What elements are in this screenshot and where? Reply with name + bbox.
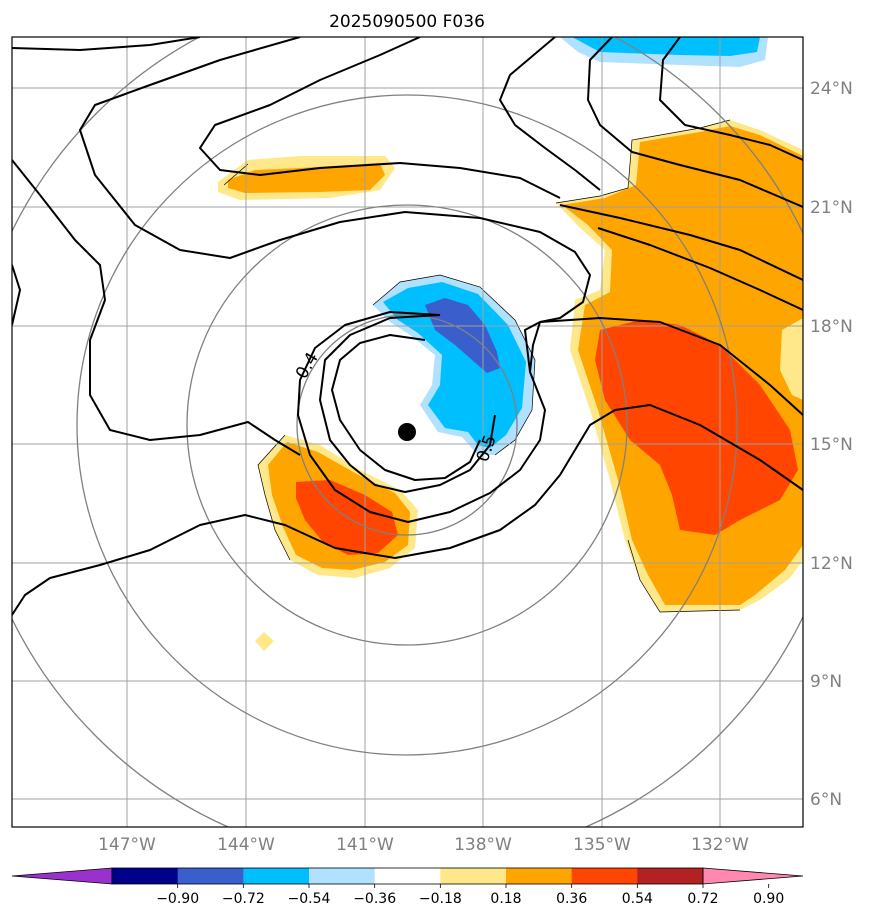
positive-anomaly-east-fringe (780, 318, 803, 400)
anomaly-outlines (223, 119, 741, 613)
lat-label: 18°N (810, 317, 853, 337)
colorbar-bin (637, 868, 704, 884)
lat-label: 6°N (810, 790, 842, 810)
colorbar-bin (309, 868, 376, 884)
latitude-labels: 24°N 21°N 18°N 15°N 12°N 9°N 6°N (810, 79, 853, 810)
colorbar-bin (243, 868, 310, 884)
colorbar-tick-label: −0.18 (419, 891, 462, 907)
colorbar-tick-label: 0.18 (490, 891, 521, 907)
lon-label: 138°W (454, 835, 512, 855)
lon-label: 132°W (691, 835, 749, 855)
contour-storm-mid (319, 314, 496, 493)
contour-west-c (12, 264, 21, 326)
negative-anomaly-top-mid (572, 37, 760, 56)
positive-anomaly-dot (255, 632, 274, 651)
colorbar-bin (571, 868, 638, 884)
contour-west-b (12, 159, 301, 456)
contour-storm-outer (297, 311, 546, 523)
lat-label: 9°N (810, 672, 842, 692)
lon-label: 135°W (573, 835, 631, 855)
colorbar-tick-label: 0.72 (687, 891, 718, 907)
colorbar-frame (111, 867, 704, 885)
colorbar-extend-high (702, 867, 804, 885)
colorbar-tick-label: −0.36 (353, 891, 396, 907)
storm-center-marker (398, 423, 416, 441)
contour-northeast-a (587, 37, 803, 208)
lon-label: 141°W (336, 835, 394, 855)
colorbar-bin (177, 868, 244, 884)
lat-label: 12°N (810, 554, 853, 574)
contour-north-a (79, 37, 591, 373)
contour-west-a (12, 37, 201, 51)
colorbar-tick-label: −0.72 (222, 891, 265, 907)
lat-label: 21°N (810, 198, 853, 218)
figure-title: 2025090500 F036 (329, 12, 485, 32)
colorbar-tick-label: −0.90 (156, 891, 199, 907)
contour-north-c (499, 37, 601, 191)
colorbar-tick-label: −0.54 (288, 891, 331, 907)
lon-label: 144°W (217, 835, 275, 855)
lon-label: 147°W (98, 835, 156, 855)
map-frame (11, 36, 804, 828)
colorbar-bin (374, 868, 441, 884)
positive-anomaly-north-mid (228, 163, 385, 193)
contour-east-a (559, 204, 803, 281)
colorbar-bin (506, 868, 573, 884)
colorbar-extend-low (11, 867, 113, 885)
map-plot-area: 0.4 0.5 (12, 37, 803, 827)
colorbar-tick-label: 0.36 (556, 891, 587, 907)
contour-storm-inner (331, 334, 481, 481)
longitude-labels: 147°W 144°W 141°W 138°W 135°W 132°W (98, 835, 749, 855)
positive-anomaly-east-core (595, 320, 798, 535)
contours (12, 37, 803, 616)
contour-east-c (539, 317, 803, 416)
lat-label: 15°N (810, 435, 853, 455)
contour-northeast-b (659, 37, 803, 161)
colorbar-tick-label: 0.54 (622, 891, 653, 907)
colorbar-tick-label: 0.90 (753, 891, 784, 907)
contour-east-b (597, 227, 803, 311)
graticule (12, 37, 803, 827)
contour-north-b (199, 37, 561, 199)
range-rings (12, 37, 803, 827)
negative-anomaly-mid (383, 282, 526, 448)
negative-anomaly-core (425, 298, 500, 373)
colorbar-bin (112, 868, 179, 884)
colorbar: −0.90 −0.72 −0.54 −0.36 −0.18 0.18 0.36 0.54 0.7… (11, 867, 804, 907)
contour-label-0-4: 0.4 (292, 349, 323, 382)
lat-label: 24°N (810, 79, 853, 99)
contour-east-d (12, 404, 803, 616)
colorbar-bin (440, 868, 507, 884)
